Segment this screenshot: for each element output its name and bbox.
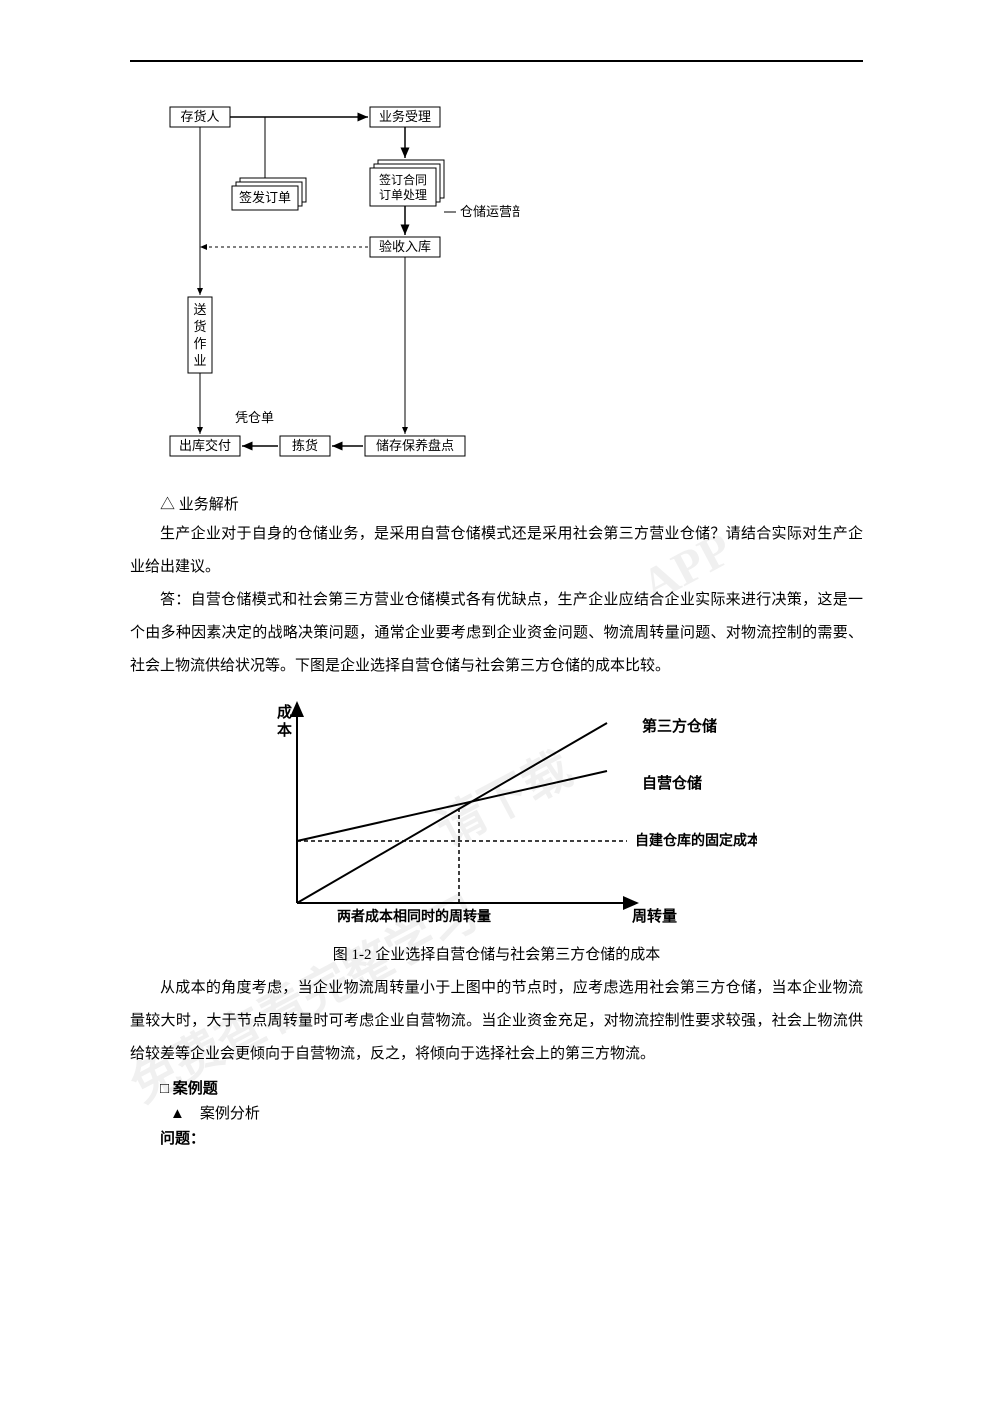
case-heading: □ 案例题 — [160, 1077, 863, 1098]
warehouse-flowchart: 存货人 业务受理 签发订单 签订合同 订单处理 仓储运营部 验收入库 — [160, 102, 520, 472]
label-ops-dept: 仓储运营部 — [460, 204, 520, 219]
top-horizontal-rule — [130, 60, 863, 62]
chart-xaxis-label: 周转量 — [632, 907, 677, 925]
paragraph-3: 从成本的角度考虑，当企业物流周转量小于上图中的节点时，应考虑选用社会第三方仓储，… — [130, 972, 863, 1071]
node-delivery-4: 业 — [193, 353, 206, 368]
chart-line2-label: 自营仓储 — [642, 774, 702, 792]
node-delivery-3: 作 — [193, 336, 206, 351]
node-out-deliver: 出库交付 — [179, 438, 231, 453]
node-delivery-1: 送 — [193, 302, 206, 317]
case-sub: ▲ 案例分析 — [170, 1102, 863, 1123]
cost-comparison-chart: 成 本 第三方仓储 自营仓储 自建仓库的固定成本 两者成本相同时的周转量 周转量 — [237, 693, 757, 933]
node-store-maint: 储存保养盘点 — [376, 438, 454, 453]
node-sign-contract-l2: 订单处理 — [379, 188, 427, 202]
analysis-heading: △ 业务解析 — [160, 493, 863, 514]
paragraph-2: 答：自营仓储模式和社会第三方营业仓储模式各有优缺点，生产企业应结合企业实际来进行… — [130, 584, 863, 683]
node-depositor: 存货人 — [180, 109, 219, 124]
node-sign-order: 签发订单 — [239, 190, 291, 205]
chart-line1-label: 第三方仓储 — [642, 717, 717, 735]
chart-ylabel-2: 本 — [277, 721, 292, 739]
question-label: 问题： — [160, 1127, 863, 1148]
node-sign-contract-l1: 签订合同 — [379, 172, 427, 187]
node-inspect-in: 验收入库 — [379, 239, 431, 254]
chart-line3-label: 自建仓库的固定成本 — [635, 832, 757, 849]
chart-ylabel-1: 成 — [277, 703, 292, 721]
label-voucher: 凭仓单 — [235, 410, 274, 425]
figure-caption: 图 1-2 企业选择自营仓储与社会第三方仓储的成本 — [130, 943, 863, 964]
node-picking: 拣货 — [292, 438, 318, 453]
node-biz-accept: 业务受理 — [379, 109, 431, 124]
chart-xmid-label: 两者成本相同时的周转量 — [337, 908, 491, 925]
paragraph-1: 生产企业对于自身的仓储业务，是采用自营仓储模式还是采用社会第三方营业仓储？请结合… — [130, 518, 863, 584]
node-delivery-2: 货 — [193, 319, 206, 334]
document-page: 免费查看完整学习 请下载 APP 存货人 业务受理 签发订单 签订合同 订单处理… — [0, 0, 993, 1208]
